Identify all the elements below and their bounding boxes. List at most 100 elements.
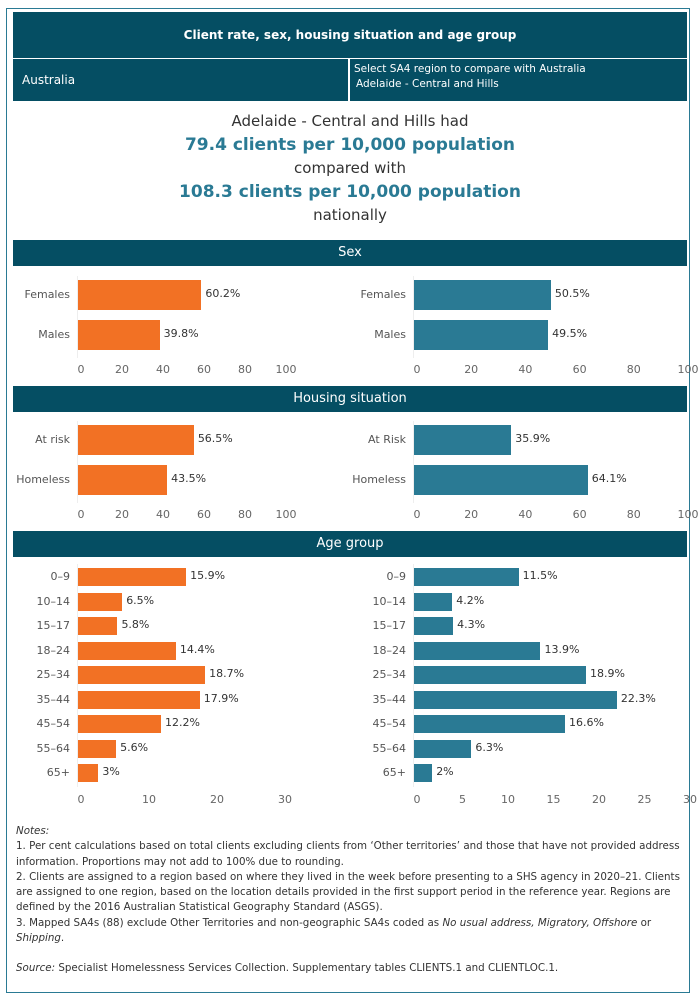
source: Source: Specialist Homelessness Services… (16, 961, 684, 976)
note-2: 2. Clients are assigned to a region base… (16, 870, 680, 914)
age-australia-category-label: 0–9 (386, 570, 407, 583)
age-region-bar[interactable] (78, 617, 118, 635)
note-3-or: or (637, 916, 652, 929)
age-region-bar[interactable] (78, 764, 99, 782)
age-australia-bar[interactable] (414, 641, 541, 660)
summary-region: Adelaide - Central and Hills had (231, 112, 469, 130)
age-australia-bar[interactable] (414, 764, 433, 782)
age-australia-axis-line (413, 564, 414, 787)
age-australia-data-label: 18.9% (589, 667, 625, 680)
sex-australia-tick-label: 100 (677, 363, 699, 376)
housing-region-axis-line (77, 421, 78, 503)
housing-region-tick-label: 0 (77, 508, 85, 521)
housing-australia-tick-label: 60 (572, 508, 587, 521)
housing-australia-bar[interactable] (414, 465, 588, 495)
age-australia-data-label: 16.6% (569, 716, 604, 729)
age-region-data-label: 15.9% (190, 569, 226, 582)
age-region-category-label: 0–9 (50, 570, 71, 583)
sex-australia-bar[interactable] (414, 320, 549, 350)
note-1: 1. Per cent calculations based on total … (16, 840, 680, 868)
age-australia-category-label: 15–17 (372, 619, 407, 632)
summary-region-rate: 79.4 clients per 10,000 population (184, 134, 516, 155)
age-region-tick-label: 10 (142, 793, 156, 806)
age-region-data-label: 18.7% (209, 667, 245, 680)
age-region-bar[interactable] (78, 690, 200, 709)
age-australia-category-label: 35–44 (372, 692, 407, 706)
age-region-category-label: 55–64 (36, 741, 71, 755)
age-australia-category-label: 18–24 (372, 643, 407, 657)
note-3-italic-shipping: Shipping (16, 932, 61, 945)
age-region-tick-label: 0 (77, 793, 85, 806)
sex-region-tick-label: 0 (77, 363, 85, 376)
age-australia-tick-label: 20 (592, 793, 606, 806)
age-australia-tick-label: 0 (413, 793, 421, 806)
age-region-bar[interactable] (78, 568, 187, 586)
age-region-category-label: 65+ (46, 766, 70, 779)
age-region-data-label: 5.8% (121, 618, 150, 631)
dashboard-frame (6, 8, 690, 993)
housing-australia-tick-label: 80 (626, 508, 641, 521)
note-3-italic: No usual address, Migratory, Offshore (442, 916, 638, 929)
age-australia-bar[interactable] (414, 739, 472, 758)
housing-region-bar[interactable] (78, 465, 168, 495)
age-region-bar[interactable] (78, 666, 206, 684)
housing-australia-tick-label: 100 (677, 508, 699, 521)
age-australia-data-label: 4.2% (456, 593, 485, 607)
age-region-bar[interactable] (78, 715, 161, 733)
age-region-data-label: 17.9% (203, 691, 239, 705)
housing-australia-tick-label: 20 (464, 508, 479, 521)
sex-region-bar[interactable] (78, 280, 202, 310)
age-region-tick-label: 30 (278, 793, 292, 806)
age-region-axis-line (77, 564, 78, 787)
region-selector[interactable]: Select SA4 region to compare with Austra… (350, 59, 687, 101)
summary-national-rate: 108.3 clients per 10,000 population (179, 181, 521, 202)
sex-australia-bar[interactable] (414, 280, 551, 310)
age-australia-category-label: 45–54 (372, 717, 407, 730)
age-australia-category-label: 55–64 (372, 741, 407, 755)
notes-heading: Notes: (16, 825, 50, 837)
age-australia-bar[interactable] (414, 592, 453, 611)
age-australia-tick-label: 25 (637, 793, 652, 806)
region-selector-label: Select SA4 region to compare with Austra… (354, 63, 586, 75)
housing-region-tick-label: 80 (238, 508, 252, 521)
age-australia-bar[interactable] (414, 715, 566, 733)
age-region-bar[interactable] (78, 592, 123, 611)
housing-australia-data-label: 35.9% (515, 432, 551, 445)
housing-region-tick-label: 40 (156, 508, 170, 521)
age-australia-bar[interactable] (414, 568, 519, 586)
age-region-bar[interactable] (78, 739, 117, 758)
age-region-category-label: 18–24 (36, 643, 71, 657)
sex-region-data-label: 39.8% (163, 327, 199, 340)
sex-australia-tick-label: 40 (518, 363, 533, 376)
sex-region-axis-line (77, 276, 78, 358)
housing-region-tick-label: 60 (197, 508, 211, 521)
age-region-data-label: 12.2% (164, 716, 200, 729)
sex-region-tick-label: 20 (115, 363, 129, 376)
age-australia-data-label: 11.5% (522, 569, 558, 582)
housing-region-bar[interactable] (78, 425, 194, 455)
age-australia-bar[interactable] (414, 690, 617, 709)
housing-region-data-label: 43.5% (171, 472, 207, 485)
housing-region-tick-label: 100 (275, 508, 297, 521)
age-australia-bar[interactable] (414, 666, 586, 684)
client-rate-summary: Adelaide - Central and Hills had 79.4 cl… (13, 110, 687, 228)
age-region-data-label: 3% (102, 765, 120, 778)
housing-australia-category-label: Homeless (352, 473, 406, 486)
region-selector-value[interactable]: Adelaide - Central and Hills (356, 78, 499, 90)
notes: Notes: 1. Per cent calculations based on… (16, 824, 684, 977)
section-housing-header: Housing situation (13, 386, 687, 412)
age-australia-data-label: 2% (436, 765, 454, 778)
age-australia-category-label: 10–14 (372, 594, 407, 608)
age-australia-tick-label: 15 (546, 793, 561, 806)
sex-region-category-label: Males (38, 328, 70, 341)
age-australia-bar[interactable] (414, 617, 454, 635)
housing-region-category-label: At risk (35, 433, 70, 446)
age-australia-category-label: 25–34 (372, 668, 407, 681)
age-region-bar[interactable] (78, 641, 176, 660)
housing-australia-bar[interactable] (414, 425, 512, 455)
sex-region-bar[interactable] (78, 320, 160, 350)
age-region-category-label: 45–54 (36, 717, 71, 730)
sex-australia-axis-line (413, 276, 414, 358)
age-region-category-label: 25–34 (36, 668, 71, 681)
sex-region-category-label: Females (24, 288, 70, 301)
